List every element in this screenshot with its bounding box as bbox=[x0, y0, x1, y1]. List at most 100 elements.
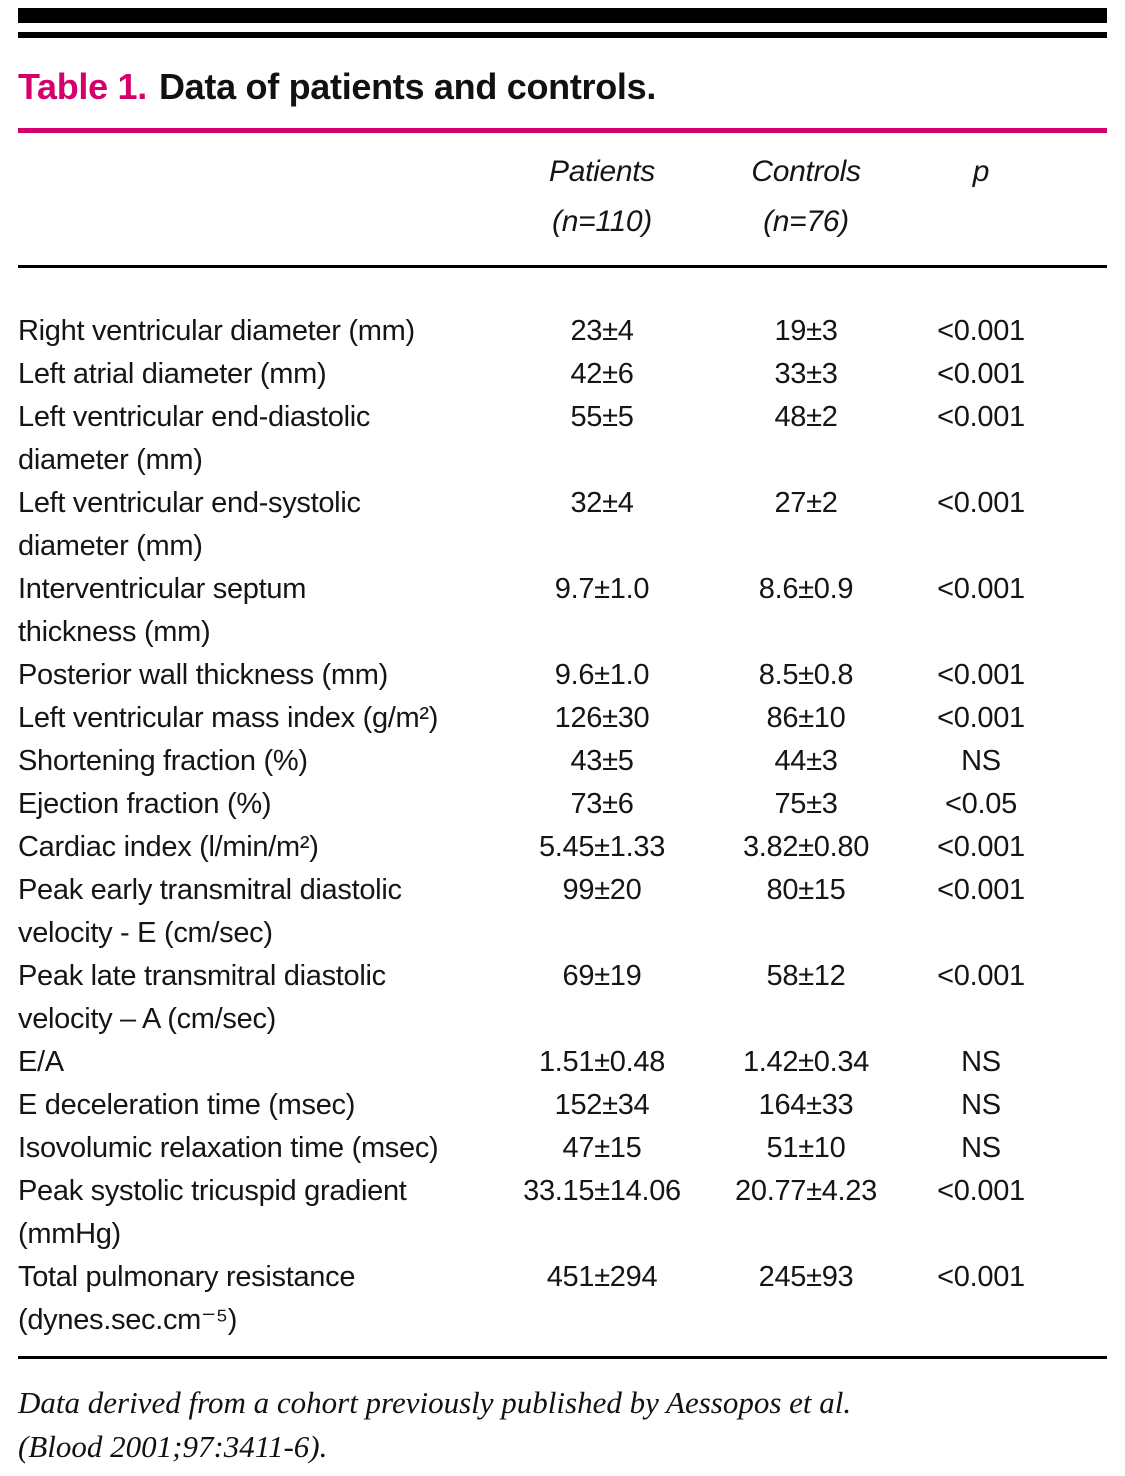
row-label: Total pulmonary resistance (dynes.sec.cm… bbox=[18, 1261, 356, 1336]
row-label: Peak late transmitral diastolic velocity… bbox=[18, 960, 386, 1035]
top-rule-thin bbox=[18, 32, 1107, 38]
controls-value: 80±15 bbox=[766, 874, 846, 906]
controls-value: 1.42±0.34 bbox=[742, 1046, 870, 1078]
row-label: Interventricular septum thickness (mm) bbox=[18, 573, 307, 648]
table-row: Isovolumic relaxation time (msec) 47±15 … bbox=[18, 1127, 1107, 1170]
controls-value: 19±3 bbox=[774, 315, 838, 347]
patients-value: 9.6±1.0 bbox=[554, 659, 650, 691]
p-value: <0.001 bbox=[937, 702, 1025, 734]
p-value: <0.001 bbox=[937, 960, 1025, 992]
p-value: <0.001 bbox=[937, 487, 1025, 519]
row-label: E/A bbox=[18, 1046, 64, 1078]
patients-value: 451±294 bbox=[546, 1261, 658, 1293]
controls-value: 245±93 bbox=[758, 1261, 854, 1293]
controls-value: 8.6±0.9 bbox=[758, 573, 854, 605]
p-value: NS bbox=[961, 1046, 1001, 1078]
controls-value: 20.77±4.23 bbox=[735, 1175, 877, 1207]
patients-value: 99±20 bbox=[562, 874, 642, 906]
p-value: <0.05 bbox=[945, 788, 1017, 820]
table-row: Left atrial diameter (mm) 42±6 33±3 <0.0… bbox=[18, 353, 1107, 396]
footnote-line-2: (Blood 2001;97:3411-6). bbox=[18, 1429, 328, 1464]
patients-value: 32±4 bbox=[570, 487, 634, 519]
table-body: Right ventricular diameter (mm) 23±4 19±… bbox=[18, 268, 1107, 1342]
patients-value: 69±19 bbox=[562, 960, 642, 992]
controls-value: 33±3 bbox=[774, 358, 838, 390]
header-spacer-cell bbox=[18, 147, 483, 247]
controls-value: 51±10 bbox=[766, 1132, 846, 1164]
row-label: Right ventricular diameter (mm) bbox=[18, 315, 415, 347]
table-row: Right ventricular diameter (mm) 23±4 19±… bbox=[18, 310, 1107, 353]
table-row: Ejection fraction (%) 73±6 75±3 <0.05 bbox=[18, 783, 1107, 826]
table-row: Total pulmonary resistance (dynes.sec.cm… bbox=[18, 1256, 1107, 1342]
table-header-row: Patients (n=110) Controls (n=76) p bbox=[18, 147, 1107, 247]
p-value: <0.001 bbox=[937, 401, 1025, 433]
table-row: E/A 1.51±0.48 1.42±0.34 NS bbox=[18, 1041, 1107, 1084]
p-value: <0.001 bbox=[937, 831, 1025, 863]
p-value: <0.001 bbox=[937, 659, 1025, 691]
table-row: Peak late transmitral diastolic velocity… bbox=[18, 955, 1107, 1041]
patients-value: 23±4 bbox=[570, 315, 634, 347]
table-footnote: Data derived from a cohort previously pu… bbox=[18, 1381, 1107, 1469]
patients-value: 73±6 bbox=[570, 788, 634, 820]
controls-value: 86±10 bbox=[766, 702, 846, 734]
footnote-line-1: Data derived from a cohort previously pu… bbox=[18, 1385, 852, 1420]
table-row: E deceleration time (msec) 152±34 164±33… bbox=[18, 1084, 1107, 1127]
patients-value: 5.45±1.33 bbox=[538, 831, 666, 863]
table-row: Left ventricular mass index (g/m²) 126±3… bbox=[18, 697, 1107, 740]
table-row: Cardiac index (l/min/m²) 5.45±1.33 3.82±… bbox=[18, 826, 1107, 869]
header-p: p bbox=[891, 147, 1071, 247]
row-label: Isovolumic relaxation time (msec) bbox=[18, 1132, 439, 1164]
controls-value: 44±3 bbox=[774, 745, 838, 777]
header-controls-n: (n=76) bbox=[763, 205, 849, 238]
patients-value: 126±30 bbox=[554, 702, 650, 734]
row-label: E deceleration time (msec) bbox=[18, 1089, 356, 1121]
p-value: NS bbox=[961, 1089, 1001, 1121]
patients-value: 47±15 bbox=[562, 1132, 642, 1164]
table-number: Table 1. bbox=[18, 66, 147, 107]
header-patients-n: (n=110) bbox=[552, 205, 652, 238]
patients-value: 9.7±1.0 bbox=[554, 573, 650, 605]
p-value: NS bbox=[961, 1132, 1001, 1164]
p-value: NS bbox=[961, 745, 1001, 777]
table-title-text: Data of patients and controls. bbox=[158, 66, 657, 107]
p-value: <0.001 bbox=[937, 1261, 1025, 1293]
table-row: Peak systolic tricuspid gradient (mmHg) … bbox=[18, 1170, 1107, 1256]
patients-value: 42±6 bbox=[570, 358, 634, 390]
p-value: <0.001 bbox=[937, 1175, 1025, 1207]
row-label: Left ventricular end-systolic diameter (… bbox=[18, 487, 361, 562]
row-label: Peak early transmitral diastolic velocit… bbox=[18, 874, 402, 949]
controls-value: 164±33 bbox=[758, 1089, 854, 1121]
row-label: Peak systolic tricuspid gradient (mmHg) bbox=[18, 1175, 407, 1250]
patients-value: 55±5 bbox=[570, 401, 634, 433]
controls-value: 27±2 bbox=[774, 487, 838, 519]
p-value: <0.001 bbox=[937, 874, 1025, 906]
row-label: Shortening fraction (%) bbox=[18, 745, 308, 777]
table-row: Interventricular septum thickness (mm) 9… bbox=[18, 568, 1107, 654]
bottom-rule bbox=[18, 1356, 1107, 1359]
header-controls-name: Controls bbox=[751, 155, 861, 188]
table-row: Shortening fraction (%) 43±5 44±3 NS bbox=[18, 740, 1107, 783]
table-row: Left ventricular end-diastolic diameter … bbox=[18, 396, 1107, 482]
header-patients-name: Patients bbox=[549, 155, 655, 188]
table-row: Peak early transmitral diastolic velocit… bbox=[18, 869, 1107, 955]
header-patients: Patients (n=110) bbox=[483, 147, 721, 247]
row-label: Left atrial diameter (mm) bbox=[18, 358, 327, 390]
patients-value: 152±34 bbox=[554, 1089, 650, 1121]
controls-value: 8.5±0.8 bbox=[758, 659, 854, 691]
p-value: <0.001 bbox=[937, 358, 1025, 390]
patients-value: 33.15±14.06 bbox=[523, 1175, 681, 1207]
accent-rule bbox=[18, 128, 1107, 133]
table-row: Posterior wall thickness (mm) 9.6±1.0 8.… bbox=[18, 654, 1107, 697]
patients-value: 43±5 bbox=[570, 745, 634, 777]
row-label: Ejection fraction (%) bbox=[18, 788, 272, 820]
controls-value: 75±3 bbox=[774, 788, 838, 820]
row-label: Left ventricular end-diastolic diameter … bbox=[18, 401, 371, 476]
patients-value: 1.51±0.48 bbox=[538, 1046, 666, 1078]
header-separator-rule bbox=[18, 265, 1107, 268]
row-label: Cardiac index (l/min/m²) bbox=[18, 831, 319, 863]
controls-value: 3.82±0.80 bbox=[742, 831, 870, 863]
top-rule-thick bbox=[18, 8, 1107, 23]
table-row: Left ventricular end-systolic diameter (… bbox=[18, 482, 1107, 568]
controls-value: 58±12 bbox=[766, 960, 846, 992]
